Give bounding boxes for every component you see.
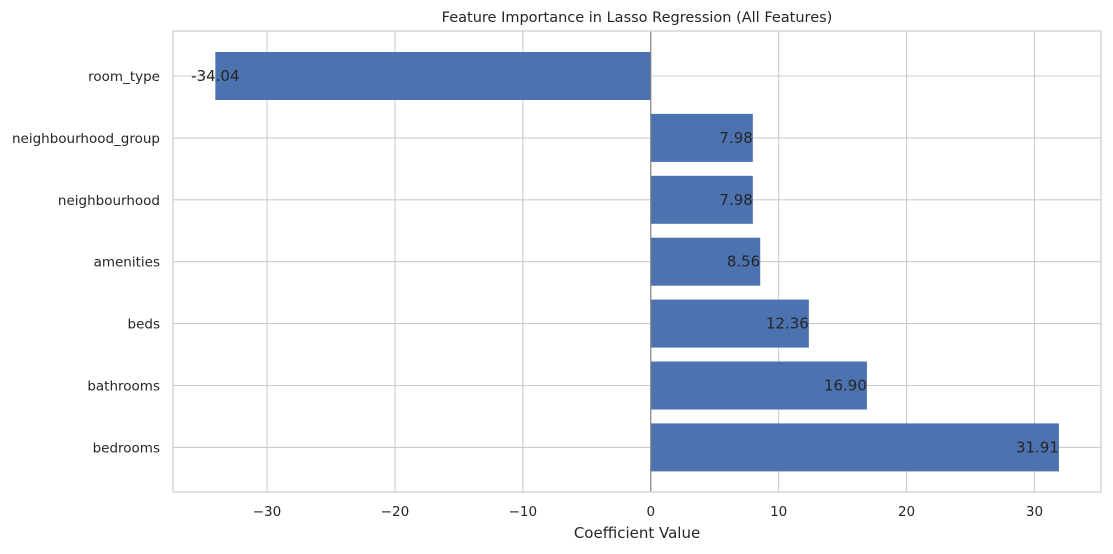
data-label: 7.98 — [719, 129, 752, 147]
data-label: -34.04 — [191, 67, 239, 85]
y-tick-label: bedrooms — [93, 440, 160, 456]
x-tick-label: 30 — [1026, 504, 1043, 520]
data-label: 16.90 — [824, 377, 867, 395]
y-tick-label: amenities — [94, 255, 160, 271]
y-tick-label: bathrooms — [87, 379, 160, 395]
bar — [650, 237, 761, 286]
x-tick-label: 20 — [898, 504, 915, 520]
bar-layer — [215, 52, 1059, 472]
x-tick-layer: −30 −20 −10 0 10 20 30 — [253, 504, 1043, 520]
x-tick-label: 0 — [646, 504, 655, 520]
x-tick-label: −30 — [253, 504, 282, 520]
bar — [650, 423, 1059, 472]
axes-frame — [172, 30, 1102, 493]
data-label: 31.91 — [1016, 438, 1059, 456]
x-tick-label: 10 — [770, 504, 787, 520]
y-tick-label: beds — [128, 317, 160, 333]
y-tick-label: neighbourhood — [58, 193, 160, 209]
bar — [650, 113, 753, 162]
y-tick-layer: room_type neighbourhood_group neighbourhoo… — [12, 69, 160, 456]
x-tick-label: −10 — [509, 504, 538, 520]
x-tick-label: −20 — [381, 504, 410, 520]
data-label-layer: -34.04 7.98 7.98 8.56 12.36 16.90 31.91 — [191, 67, 1059, 456]
chart-title: Feature Importance in Lasso Regression (… — [442, 10, 833, 26]
x-axis-label: Coefficient Value — [574, 524, 700, 542]
bar — [650, 175, 753, 224]
y-tick-label: room_type — [88, 69, 160, 85]
data-label: 12.36 — [766, 315, 809, 333]
axes-border — [172, 30, 1102, 493]
bar — [215, 52, 651, 100]
data-label: 8.56 — [727, 253, 760, 271]
y-tick-label: neighbourhood_group — [12, 131, 160, 147]
bar — [650, 361, 867, 410]
bar — [650, 299, 809, 348]
grid-layer — [173, 31, 1101, 492]
data-label: 7.98 — [719, 191, 752, 209]
